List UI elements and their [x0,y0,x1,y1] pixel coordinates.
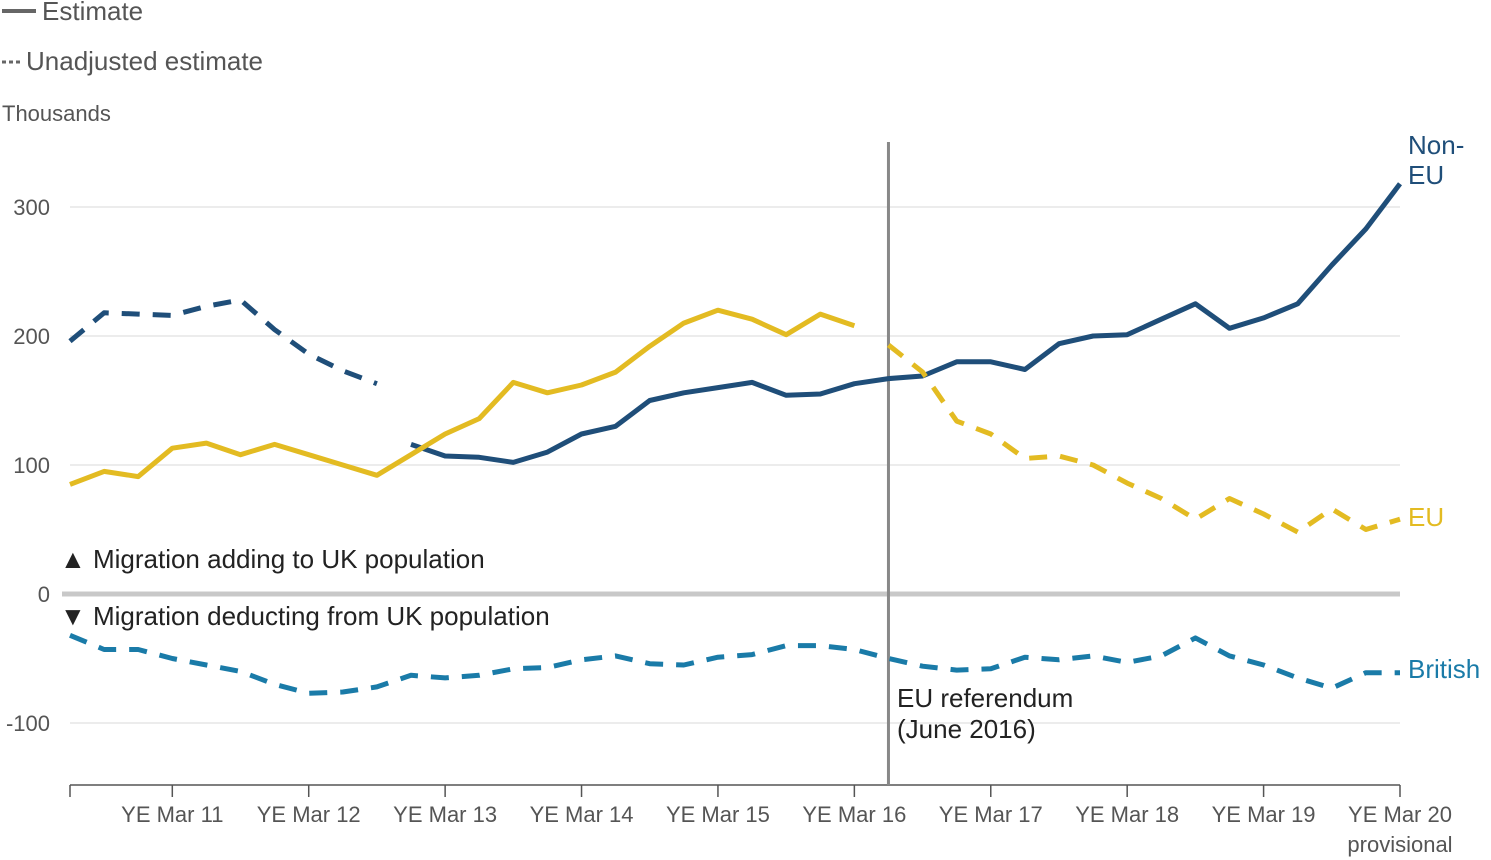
series-label-non-eu-line2: EU [1408,160,1444,190]
x-axis: YE Mar 11 YE Mar 12 YE Mar 13 YE Mar 14 YE M… [69,784,1453,857]
y-tick-label: 200 [13,324,50,349]
legend-solid-label: Estimate [42,0,143,26]
y-tick-label: -100 [6,711,50,736]
series-label-eu: EU [1408,502,1444,532]
x-tick-label: YE Mar 16 [802,802,906,827]
y-axis: 300 200 100 0 -100 [6,195,50,736]
annotation-adding: ▲ Migration adding to UK population [60,544,485,574]
x-tick-label: YE Mar 17 [939,802,1043,827]
legend: Estimate Unadjusted estimate [2,0,263,76]
x-tick-label: YE Mar 12 [257,802,361,827]
series-label-british: British [1408,654,1480,684]
x-tick-label: YE Mar 13 [393,802,497,827]
x-tick-label: YE Mar 14 [530,802,634,827]
series-line-non-eu-dashed [68,297,378,387]
x-tick-label: YE Mar 19 [1212,802,1316,827]
y-tick-label: 0 [38,582,50,607]
y-unit-label: Thousands [2,101,111,126]
referendum-label-line2: (June 2016) [897,714,1036,744]
referendum-label-line1: EU referendum [897,683,1073,713]
legend-dashed-label: Unadjusted estimate [26,46,263,76]
gridlines [70,206,1400,724]
series-lines [68,182,1402,696]
series-line-non-eu-solid [410,182,1402,465]
y-tick-label: 100 [13,453,50,478]
y-tick-label: 300 [13,195,50,220]
x-tick-label: YE Mar 20 [1348,802,1452,827]
series-line-british-dashed [69,632,1400,696]
series-line-eu-dashed [886,343,1401,535]
series-label-non-eu-line1: Non- [1408,130,1464,160]
x-tick-sublabel: provisional [1347,832,1452,857]
series-line-eu-solid [69,307,856,487]
x-tick-label: YE Mar 11 [121,802,223,827]
x-tick-label: YE Mar 18 [1075,802,1179,827]
x-tick-label: YE Mar 15 [666,802,770,827]
annotation-deducting: ▼ Migration deducting from UK population [60,601,550,631]
